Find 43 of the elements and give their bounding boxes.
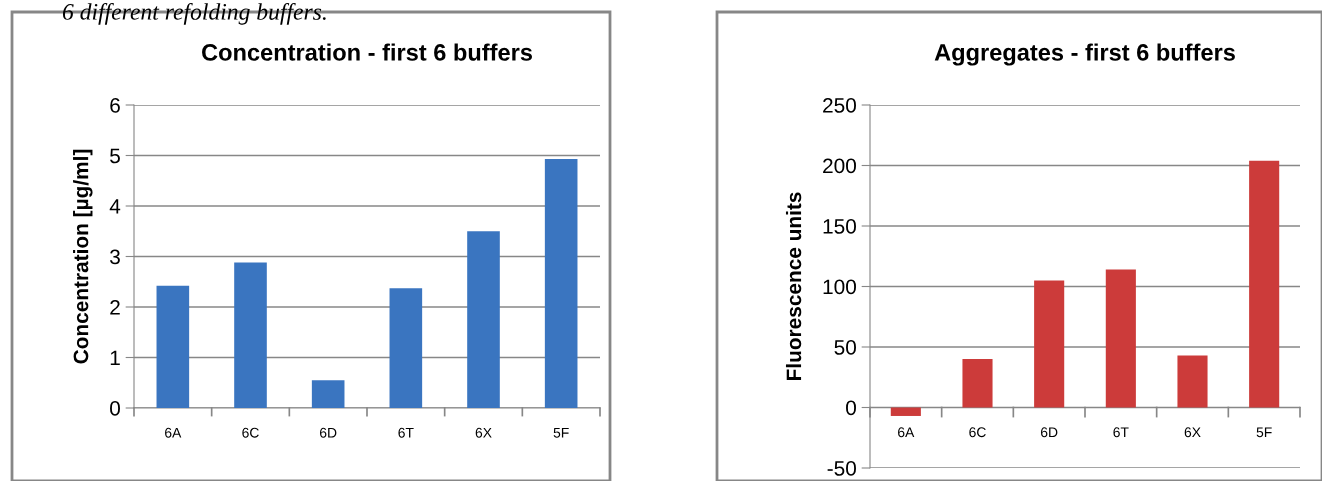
y-tick-label: 150 xyxy=(823,219,856,234)
x-tick-label: 6A xyxy=(898,427,915,438)
x-tick-label: 6X xyxy=(1184,427,1201,438)
y-tick-label: 50 xyxy=(834,340,856,355)
y-tick-label: 0 xyxy=(846,400,856,416)
y-tick-label: -50 xyxy=(827,461,856,476)
y-axis-title: Fluorescence units xyxy=(785,192,802,381)
text: 6 different refolding buffers. xyxy=(62,3,326,25)
bar xyxy=(156,285,190,408)
y-tick-label: 3 xyxy=(110,249,120,265)
bar xyxy=(1034,280,1065,408)
bar xyxy=(1249,160,1280,408)
y-tick-label: 0 xyxy=(110,401,120,416)
bar xyxy=(1177,355,1208,408)
x-tick-label: 6C xyxy=(969,427,986,438)
y-axis-title: Concentration [µg/ml] xyxy=(73,149,93,364)
bar xyxy=(234,262,267,408)
bar xyxy=(389,288,423,408)
y-tick-label: 2 xyxy=(110,300,120,315)
x-tick-label: 6T xyxy=(1113,427,1129,438)
y-tick-label: 250 xyxy=(823,98,856,113)
chart-title: Aggregates - first 6 buffers xyxy=(934,43,1235,66)
bar xyxy=(1105,269,1136,408)
x-tick-label: 6C xyxy=(242,427,259,438)
y-tick-label: 5 xyxy=(110,148,120,164)
x-tick-label: 6D xyxy=(319,427,337,438)
bar xyxy=(962,359,993,408)
y-tick-label: 6 xyxy=(110,98,120,113)
chart-title: Concentration - first 6 buffers xyxy=(202,43,532,61)
bar xyxy=(311,380,345,408)
x-tick-label: 5F xyxy=(553,427,569,438)
x-tick-label: 6T xyxy=(398,427,414,438)
y-tick-label: 100 xyxy=(823,279,856,295)
x-tick-label: 6D xyxy=(1040,427,1058,438)
bar xyxy=(544,159,578,408)
x-tick-label: 5F xyxy=(1256,427,1272,438)
bar xyxy=(890,407,921,416)
y-tick-label: 200 xyxy=(823,158,856,174)
x-tick-label: 6A xyxy=(165,427,182,438)
bar xyxy=(467,231,500,408)
x-tick-label: 6X xyxy=(475,427,492,438)
y-tick-label: 1 xyxy=(110,350,120,366)
y-tick-label: 4 xyxy=(109,199,121,214)
